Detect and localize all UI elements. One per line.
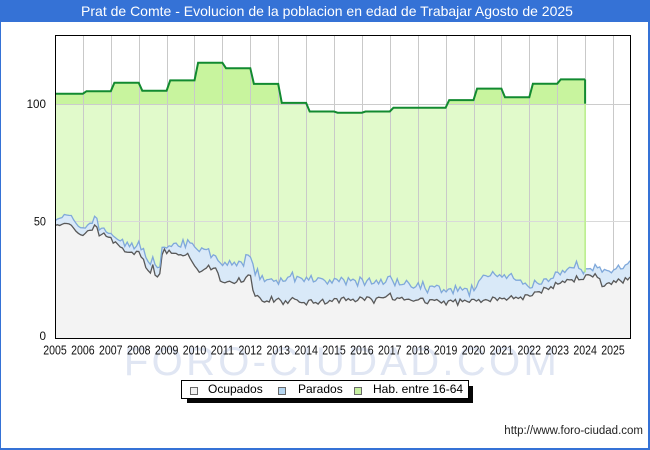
svg-text:2013: 2013: [266, 343, 290, 358]
svg-text:2021: 2021: [490, 343, 514, 358]
svg-text:2019: 2019: [434, 343, 458, 358]
svg-text:2014: 2014: [294, 343, 318, 358]
svg-text:2022: 2022: [518, 343, 542, 358]
svg-text:2023: 2023: [545, 343, 569, 358]
svg-text:2012: 2012: [239, 343, 263, 358]
svg-text:2025: 2025: [601, 343, 625, 358]
svg-text:2024: 2024: [573, 343, 597, 358]
svg-text:2009: 2009: [155, 343, 179, 358]
svg-text:2016: 2016: [350, 343, 374, 358]
svg-text:2015: 2015: [322, 343, 346, 358]
svg-text:2005: 2005: [43, 343, 67, 358]
svg-text:2018: 2018: [406, 343, 430, 358]
svg-text:50: 50: [34, 214, 46, 228]
svg-text:2007: 2007: [99, 343, 123, 358]
svg-text:2010: 2010: [183, 343, 207, 358]
svg-text:2008: 2008: [127, 343, 151, 358]
svg-text:2017: 2017: [378, 343, 402, 358]
svg-text:2006: 2006: [71, 343, 95, 358]
svg-text:100: 100: [27, 97, 47, 111]
svg-text:0: 0: [40, 329, 47, 343]
svg-text:2020: 2020: [462, 343, 486, 358]
svg-text:2011: 2011: [211, 343, 235, 358]
